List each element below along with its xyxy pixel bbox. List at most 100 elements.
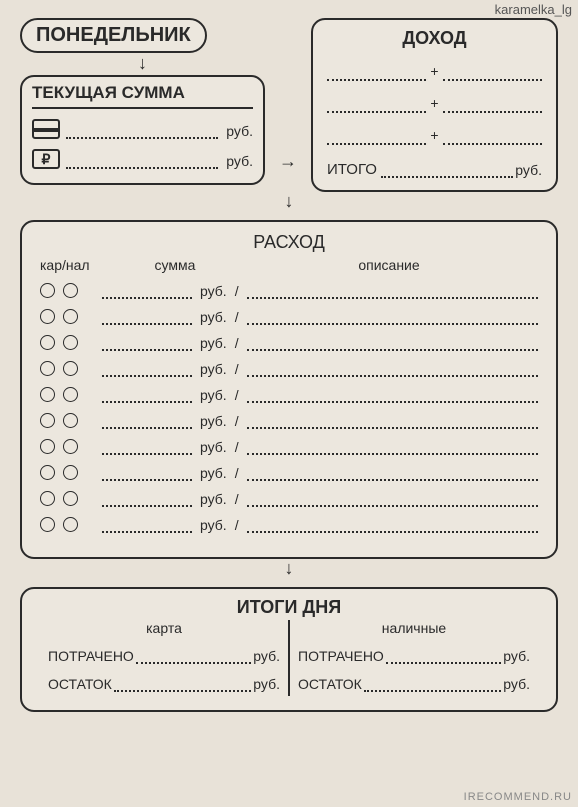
circle-icon[interactable] (63, 517, 78, 532)
card-cash-selector[interactable] (40, 413, 96, 429)
circle-icon[interactable] (63, 413, 78, 428)
card-cash-selector[interactable] (40, 517, 96, 533)
card-cash-selector[interactable] (40, 439, 96, 455)
circle-icon[interactable] (63, 491, 78, 506)
income-line: + (327, 127, 542, 145)
card-cash-selector[interactable] (40, 491, 96, 507)
spent-label: ПОТРАЧЕНО (298, 648, 384, 664)
card-cash-selector[interactable] (40, 283, 96, 299)
slash-separator: / (233, 309, 241, 325)
description-field (247, 417, 538, 429)
expense-row: руб./ (40, 387, 538, 403)
currency-label: руб. (501, 676, 530, 692)
circle-icon[interactable] (40, 439, 55, 454)
card-cash-selector[interactable] (40, 309, 96, 325)
summary-box: ИТОГИ ДНЯ карта ПОТРАЧЕНО руб. ОСТАТОК р… (20, 587, 558, 712)
slash-separator: / (233, 491, 241, 507)
circle-icon[interactable] (40, 361, 55, 376)
circle-icon[interactable] (63, 387, 78, 402)
card-cash-selector[interactable] (40, 361, 96, 377)
expense-row: руб./ (40, 283, 538, 299)
amount-field (102, 417, 192, 429)
expense-row: руб. / (40, 439, 538, 455)
currency-label: руб. (198, 465, 227, 481)
currency-label: руб. (198, 309, 227, 325)
income-title: ДОХОД (327, 28, 542, 49)
description-field (247, 443, 538, 455)
card-cash-selector[interactable] (40, 465, 96, 481)
watermark-site: IRECOMMEND.RU (464, 791, 572, 803)
slash-separator: / (233, 361, 241, 377)
watermark-username: karamelka_lg (495, 2, 572, 17)
card-icon (32, 119, 60, 139)
plus-icon: + (428, 95, 440, 113)
balance-title: ТЕКУЩАЯ СУММА (32, 83, 253, 109)
description-field (247, 287, 538, 299)
circle-icon[interactable] (40, 413, 55, 428)
arrow-down-icon: ↓ (20, 53, 265, 75)
circle-icon[interactable] (40, 517, 55, 532)
currency-label: руб. (224, 153, 253, 169)
header-description: описание (240, 257, 538, 273)
plus-icon: + (428, 127, 440, 145)
description-field (247, 391, 538, 403)
slash-separator: / (233, 283, 241, 299)
description-field (247, 469, 538, 481)
summary-title: ИТОГИ ДНЯ (40, 597, 538, 618)
income-line: + (327, 63, 542, 81)
header-karnal: кар/нал (40, 257, 110, 273)
income-total-label: ИТОГО (327, 161, 377, 178)
expense-row: руб. / (40, 413, 538, 429)
income-box: ДОХОД +++ ИТОГО руб. (311, 18, 558, 192)
circle-icon[interactable] (63, 439, 78, 454)
balance-cash-line: ₽ руб. (32, 149, 253, 169)
arrow-down-icon: ↓ (20, 192, 558, 210)
top-row: ПОНЕДЕЛЬНИК ↓ ТЕКУЩАЯ СУММА руб. ₽ руб. … (20, 18, 558, 192)
slash-separator: / (233, 413, 241, 429)
slash-separator: / (233, 439, 241, 455)
header-summa: сумма (110, 257, 240, 273)
circle-icon[interactable] (63, 335, 78, 350)
circle-icon[interactable] (40, 491, 55, 506)
ruble-icon: ₽ (32, 149, 60, 169)
slash-separator: / (233, 335, 241, 351)
slash-separator: / (233, 465, 241, 481)
circle-icon[interactable] (40, 335, 55, 350)
plus-icon: + (428, 63, 440, 81)
remain-label: ОСТАТОК (298, 676, 362, 692)
summary-cash-column: наличные ПОТРАЧЕНО руб. ОСТАТОК руб. (288, 620, 538, 696)
description-field (247, 339, 538, 351)
circle-icon[interactable] (40, 283, 55, 298)
arrow-down-icon: ↓ (20, 559, 558, 577)
day-title-pill: ПОНЕДЕЛЬНИК (20, 18, 207, 53)
expense-row: руб. / (40, 465, 538, 481)
currency-label: руб. (251, 676, 280, 692)
currency-label: руб. (198, 491, 227, 507)
spent-label: ПОТРАЧЕНО (48, 648, 134, 664)
circle-icon[interactable] (40, 309, 55, 324)
circle-icon[interactable] (63, 465, 78, 480)
left-column: ПОНЕДЕЛЬНИК ↓ ТЕКУЩАЯ СУММА руб. ₽ руб. (20, 18, 265, 185)
description-field (247, 365, 538, 377)
card-cash-selector[interactable] (40, 335, 96, 351)
currency-label: руб. (198, 439, 227, 455)
expense-row: руб./ (40, 361, 538, 377)
currency-label: руб. (198, 517, 227, 533)
circle-icon[interactable] (40, 387, 55, 402)
currency-label: руб. (198, 413, 227, 429)
circle-icon[interactable] (63, 361, 78, 376)
amount-field (102, 443, 192, 455)
circle-icon[interactable] (40, 465, 55, 480)
balance-card-line: руб. (32, 119, 253, 139)
card-cash-selector[interactable] (40, 387, 96, 403)
expense-row: руб./ (40, 335, 538, 351)
circle-icon[interactable] (63, 309, 78, 324)
amount-field (102, 287, 192, 299)
remain-label: ОСТАТОК (48, 676, 112, 692)
circle-icon[interactable] (63, 283, 78, 298)
amount-field (102, 521, 192, 533)
amount-field (102, 469, 192, 481)
currency-label: руб. (224, 123, 253, 139)
description-field (247, 313, 538, 325)
expense-headers: кар/нал сумма описание (40, 257, 538, 273)
